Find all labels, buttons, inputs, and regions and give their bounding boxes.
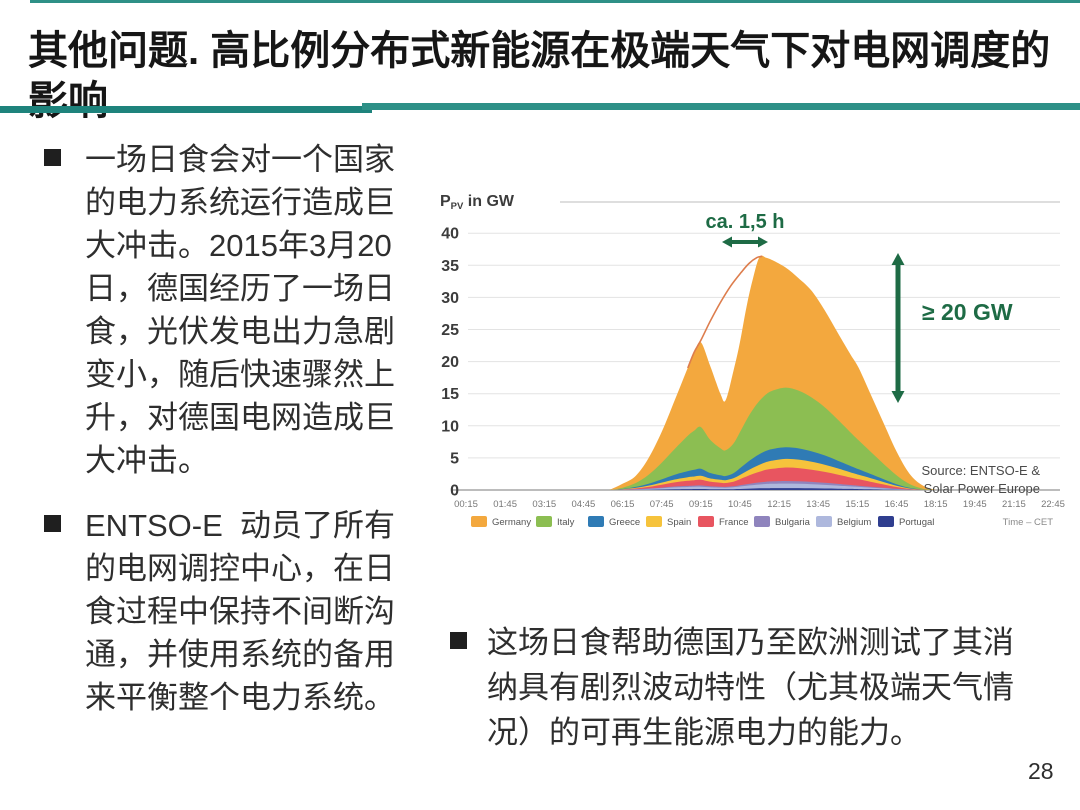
y-axis-title: PPV in GW: [440, 193, 515, 212]
x-tick-label: 01:45: [493, 499, 517, 510]
x-tick-label: 04:45: [572, 499, 596, 510]
legend-label-spain: Spain: [667, 517, 691, 528]
title-divider-left: [0, 106, 372, 113]
x-tick-label: 16:45: [885, 499, 909, 510]
source-credit: Source: ENTSO-E &: [922, 463, 1041, 478]
x-tick-label: 22:45: [1041, 499, 1065, 510]
x-tick-label: 06:15: [611, 499, 635, 510]
eclipse-duration-label: ca. 1,5 h: [706, 211, 785, 233]
legend-swatch-portugal: [878, 516, 894, 527]
pv-chart-svg: 0 5 10 15 20 25 30 35 40 PPV in GW 00:15 01:45 03:15…: [440, 193, 1065, 528]
x-tick-label: 13:45: [806, 499, 830, 510]
duration-arrow-head-right: [758, 236, 768, 248]
x-tick-label: 12:15: [767, 499, 791, 510]
source-credit: Solar Power Europe: [924, 481, 1040, 496]
area-portugal: [609, 488, 936, 490]
legend-swatch-bulgaria: [754, 516, 770, 527]
magnitude-arrow-head-top: [891, 253, 905, 265]
y-tick-label: 25: [441, 322, 459, 339]
x-tick-label: 18:15: [924, 499, 948, 510]
x-tick-label: 03:15: [532, 499, 556, 510]
area-germany: [609, 255, 936, 490]
legend-swatch-greece: [588, 516, 604, 527]
stacked-areas: [609, 255, 936, 490]
legend-swatch-belgium: [816, 516, 832, 527]
x-tick-label: 10:45: [728, 499, 752, 510]
legend-swatch-spain: [646, 516, 662, 527]
legend: Germany Italy Greece Spain France Bulgaria Bel…: [471, 516, 1053, 528]
bullet-square-icon: [450, 632, 467, 649]
magnitude-label: ≥ 20 GW: [922, 299, 1013, 325]
legend-label-italy: Italy: [557, 517, 575, 528]
y-tick-label: 30: [441, 290, 459, 307]
expected-output-line: [687, 255, 763, 369]
bullet-text: ENTSO-E 动员了所有 的电网调控中心，在日 食过程中保持不间断沟 通，并使…: [85, 508, 396, 715]
title-divider-right: [362, 103, 1080, 110]
y-tick-label: 10: [441, 418, 459, 435]
annotations: ca. 1,5 h ≥ 20 GW Source: ENTSO-E & Solar P…: [706, 211, 1041, 496]
bullet-square-icon: [44, 149, 61, 166]
legend-label-greece: Greece: [609, 517, 640, 528]
y-tick-label: 40: [441, 226, 459, 243]
slide-title: 其他问题. 高比例分布式新能源在极端天气下对电网调度的影响: [28, 29, 1051, 123]
legend-label-france: France: [719, 517, 749, 528]
bullet-item-conclusion: 这场日食帮助德国乃至欧洲测试了其消 纳具有剧烈波动特性（尤其极端天气情 况）的可…: [450, 620, 1050, 755]
y-tick-label: 0: [450, 483, 459, 500]
duration-arrow-head-left: [722, 236, 732, 248]
bullet-text: 这场日食帮助德国乃至欧洲测试了其消 纳具有剧烈波动特性（尤其极端天气情 况）的可…: [487, 625, 1014, 750]
bullet-text: 一场日食会对一个国家 的电力系统运行造成巨 大冲击。2015年3月20 日，德国…: [85, 142, 395, 478]
bullet-item-eclipse-impact: 一场日食会对一个国家 的电力系统运行造成巨 大冲击。2015年3月20 日，德国…: [44, 138, 422, 482]
x-tick-label: 09:15: [689, 499, 713, 510]
x-tick-label: 00:15: [454, 499, 478, 510]
legend-swatch-italy: [536, 516, 552, 527]
y-tick-label: 15: [441, 386, 459, 403]
bullet-square-icon: [44, 515, 61, 532]
y-tick-label: 20: [441, 354, 459, 371]
legend-label-portugal: Portugal: [899, 517, 934, 528]
area-france: [609, 467, 936, 490]
x-tick-label: 21:15: [1002, 499, 1026, 510]
x-tick-label: 07:45: [650, 499, 674, 510]
legend-swatch-france: [698, 516, 714, 527]
magnitude-arrow-head-bottom: [891, 391, 905, 403]
y-tick-label: 35: [441, 258, 459, 275]
legend-label-germany: Germany: [492, 517, 531, 528]
legend-label-bulgaria: Bulgaria: [775, 517, 811, 528]
page-number: 28: [1028, 758, 1054, 784]
y-tick-label: 5: [450, 450, 459, 467]
bullet-item-entsoe: ENTSO-E 动员了所有 的电网调控中心，在日 食过程中保持不间断沟 通，并使…: [44, 504, 422, 719]
legend-swatch-germany: [471, 516, 487, 527]
pv-eclipse-chart: 0 5 10 15 20 25 30 35 40 PPV in GW 00:15 01:45 03:15…: [432, 186, 1068, 542]
top-accent-line: [30, 0, 1080, 3]
time-axis-label: Time – CET: [1003, 517, 1054, 528]
x-tick-label: 15:15: [846, 499, 870, 510]
x-tick-label: 19:45: [963, 499, 987, 510]
left-bullet-list: 一场日食会对一个国家 的电力系统运行造成巨 大冲击。2015年3月20 日，德国…: [44, 138, 422, 719]
area-belgium: [609, 483, 936, 490]
legend-label-belgium: Belgium: [837, 517, 871, 528]
area-italy: [609, 387, 936, 490]
